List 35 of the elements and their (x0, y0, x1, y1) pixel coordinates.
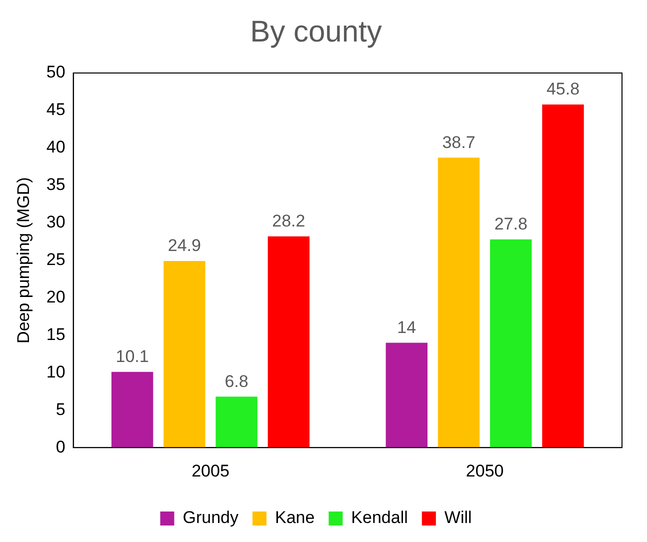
bar (438, 158, 480, 448)
bar (164, 261, 206, 448)
data-label: 28.2 (272, 212, 306, 231)
y-tick-label: 30 (46, 212, 66, 232)
y-tick-label: 10 (46, 362, 66, 382)
legend-label: Grundy (182, 508, 239, 528)
y-axis-title: Deep pumping (MGD) (14, 177, 33, 344)
data-label: 38.7 (442, 132, 476, 152)
legend-label: Will (444, 508, 472, 528)
x-tick-label: 2050 (466, 461, 504, 480)
legend-label: Kane (274, 508, 315, 528)
data-label: 27.8 (494, 214, 528, 234)
bar (216, 396, 258, 448)
data-label: 14 (397, 318, 416, 337)
y-tick-label: 40 (46, 138, 66, 157)
y-tick-label: 0 (56, 437, 66, 456)
data-label: 10.1 (116, 347, 149, 366)
y-tick-label: 45 (46, 100, 66, 120)
y-tick-label: 5 (56, 400, 66, 419)
bar (386, 342, 428, 448)
bar (268, 236, 310, 448)
x-tick-label: 2005 (192, 461, 230, 480)
y-tick-label: 20 (46, 287, 66, 306)
bar (490, 239, 532, 448)
bar (111, 372, 154, 448)
y-tick-label: 15 (46, 324, 66, 344)
y-tick-label: 35 (46, 175, 66, 194)
y-tick-label: 25 (46, 250, 66, 269)
data-label: 6.8 (224, 372, 248, 391)
chart-title: By county (250, 15, 382, 48)
legend-label: Kendall (351, 508, 408, 528)
data-label: 45.8 (546, 80, 580, 99)
y-tick-label: 50 (46, 62, 66, 82)
bar (542, 104, 584, 448)
data-label: 24.9 (168, 236, 201, 256)
